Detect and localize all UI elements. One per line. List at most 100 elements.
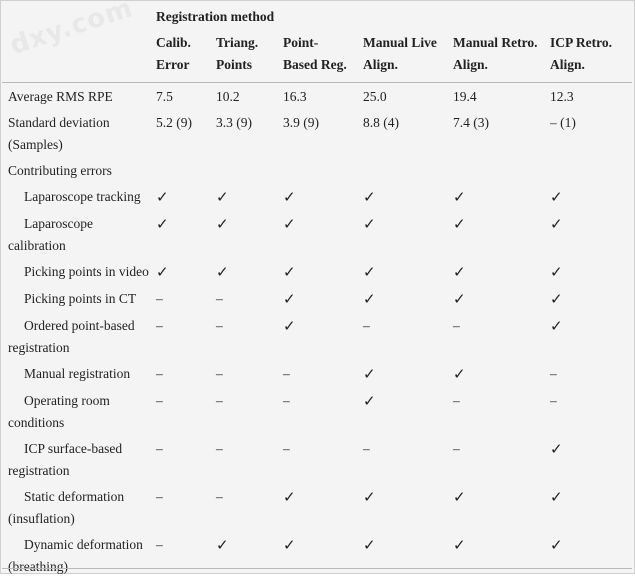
row-label: Dynamic deformation(breathing)	[2, 531, 156, 579]
column-header-line: Point-	[283, 32, 363, 54]
row-label: Static deformation(insuflation)	[2, 483, 156, 531]
table-cell: –	[156, 360, 216, 387]
row-label-line: Laparoscope tracking	[8, 186, 156, 208]
check-mark: ✓	[453, 486, 466, 508]
row-label-line: Standard deviation	[8, 112, 156, 134]
check-mark: ✓	[216, 186, 229, 208]
row-label-line: Dynamic deformation	[8, 534, 156, 556]
check-mark: ✓	[550, 486, 563, 508]
column-header-1: Calib.Error	[156, 32, 216, 83]
table-row: Contributing errors	[2, 157, 632, 183]
table-cell: ✓	[453, 210, 550, 258]
table-row: Dynamic deformation(breathing)–✓✓✓✓✓	[2, 531, 632, 579]
column-header-2: Triang.Points	[216, 32, 283, 83]
row-label: Picking points in video	[2, 258, 156, 285]
table-cell: 10.2	[216, 83, 283, 110]
table-cell: –	[283, 435, 363, 483]
table-cell: ✓	[550, 285, 632, 312]
table-cell: ✓	[216, 258, 283, 285]
row-label-line: conditions	[8, 412, 156, 434]
row-label: Manual registration	[2, 360, 156, 387]
header-row-label-cell	[2, 32, 156, 83]
check-mark: ✓	[363, 186, 376, 208]
table-row: Static deformation(insuflation)––✓✓✓✓	[2, 483, 632, 531]
table-cell: ✓	[453, 483, 550, 531]
column-header-5: Manual Retro.Align.	[453, 32, 550, 83]
header-corner-cell	[2, 2, 156, 32]
registration-method-header: Registration method	[156, 2, 632, 32]
table-cell: ✓	[453, 258, 550, 285]
row-label-line: (insuflation)	[8, 508, 156, 530]
table-row: Manual registration–––✓✓–	[2, 360, 632, 387]
cell-value: 7.5	[156, 89, 173, 104]
dash-mark: –	[363, 438, 370, 460]
dash-mark: –	[216, 363, 223, 385]
table-cell: ✓	[216, 210, 283, 258]
table-row: Standard deviation(Samples)5.2 (9)3.3 (9…	[2, 109, 632, 157]
table-cell: –	[216, 387, 283, 435]
column-header-line: Manual Retro.	[453, 32, 550, 54]
check-mark: ✓	[363, 288, 376, 310]
cell-value: 3.3 (9)	[216, 115, 252, 130]
table-cell: –	[216, 285, 283, 312]
cell-value: 3.9 (9)	[283, 115, 319, 130]
table-cell: ✓	[363, 210, 453, 258]
table-cell	[216, 157, 283, 183]
row-label: Picking points in CT	[2, 285, 156, 312]
dash-mark: –	[283, 438, 290, 460]
table-cell: ✓	[363, 531, 453, 579]
row-label-line: Operating room	[8, 390, 156, 412]
table-cell: 7.4 (3)	[453, 109, 550, 157]
table-cell: ✓	[156, 258, 216, 285]
row-label-line: Picking points in video	[8, 261, 156, 283]
table-cell: ✓	[453, 531, 550, 579]
row-label-line: registration	[8, 460, 156, 482]
table-cell: ✓	[283, 210, 363, 258]
check-mark: ✓	[156, 261, 169, 283]
table-cell: ✓	[550, 183, 632, 210]
row-label-line: Contributing errors	[8, 160, 156, 182]
check-mark: ✓	[550, 315, 563, 337]
check-mark: ✓	[283, 288, 296, 310]
dash-mark: –	[156, 534, 163, 556]
row-label: Average RMS RPE	[2, 83, 156, 110]
check-mark: ✓	[363, 534, 376, 556]
dash-mark: –	[156, 363, 163, 385]
table-cell: 16.3	[283, 83, 363, 110]
check-mark: ✓	[363, 363, 376, 385]
column-header-line: ICP Retro.	[550, 32, 632, 54]
table-cell: ✓	[156, 183, 216, 210]
table-cell: 25.0	[363, 83, 453, 110]
table-cell	[283, 157, 363, 183]
check-mark: ✓	[283, 186, 296, 208]
table-cell	[453, 157, 550, 183]
table-cell: ✓	[453, 183, 550, 210]
cell-value: 5.2 (9)	[156, 115, 192, 130]
table-cell: –	[156, 483, 216, 531]
check-mark: ✓	[550, 261, 563, 283]
row-label: Contributing errors	[2, 157, 156, 183]
table-cell: ✓	[283, 531, 363, 579]
cell-value: 10.2	[216, 89, 240, 104]
check-mark: ✓	[283, 486, 296, 508]
table-cell: ✓	[363, 258, 453, 285]
dash-mark: –	[216, 390, 223, 412]
cell-value: 7.4 (3)	[453, 115, 489, 130]
table-cell: ✓	[283, 258, 363, 285]
check-mark: ✓	[453, 186, 466, 208]
check-mark: ✓	[550, 438, 563, 460]
column-header-6: ICP Retro.Align.	[550, 32, 632, 83]
table-cell	[156, 157, 216, 183]
dash-mark: –	[156, 438, 163, 460]
table-cell: –	[216, 360, 283, 387]
dash-mark: –	[453, 315, 460, 337]
table-cell: ✓	[283, 285, 363, 312]
table-cell: ✓	[283, 483, 363, 531]
check-mark: ✓	[283, 261, 296, 283]
table-cell: 3.9 (9)	[283, 109, 363, 157]
table-cell: –	[550, 360, 632, 387]
